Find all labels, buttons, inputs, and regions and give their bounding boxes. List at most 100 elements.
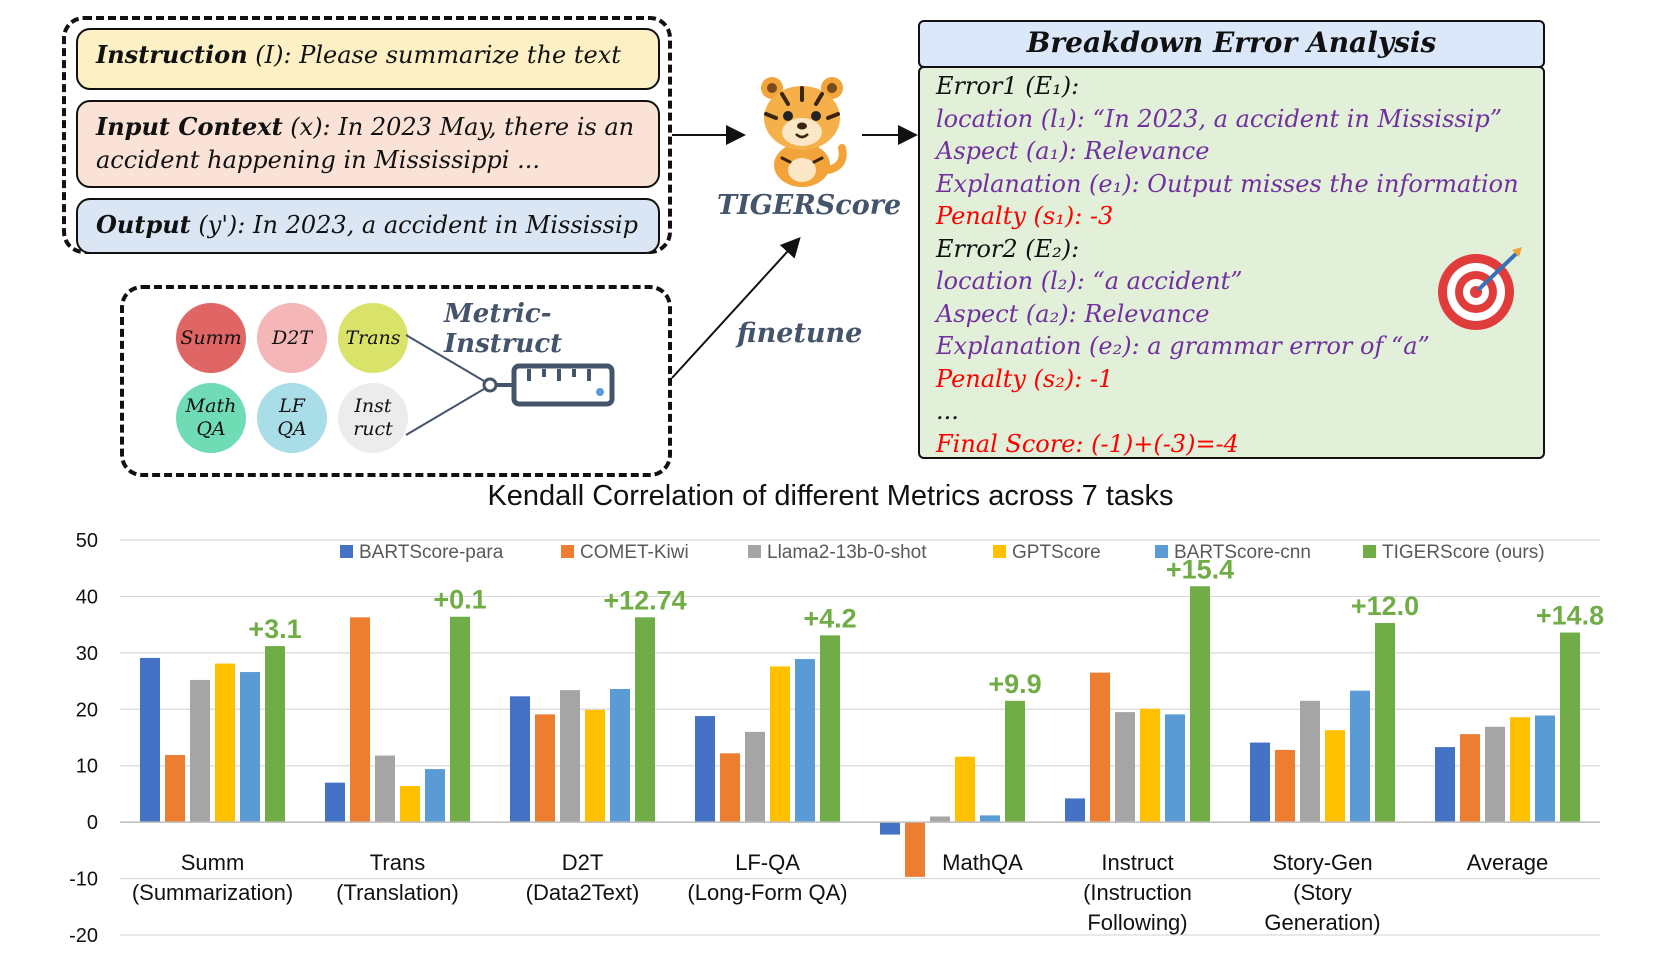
category-label: (Long-Form QA): [687, 880, 847, 905]
metric-instruct-group: Summ D2T Trans Math QA LF QA Inst ruct M…: [120, 285, 672, 477]
context-text-1: In 2023 May, there is an: [338, 113, 635, 141]
y-tick-label: 40: [76, 586, 98, 608]
output-label: Output: [96, 210, 191, 239]
improvement-label: +0.1: [433, 585, 486, 615]
task-circle-mathqa: Math QA: [176, 383, 246, 453]
context-var: (x):: [290, 113, 331, 141]
model-label: TIGERScore: [717, 190, 902, 221]
bar: [165, 754, 185, 823]
bar: [635, 617, 655, 823]
output-var: (y'):: [198, 211, 246, 239]
flow-arrows: [671, 125, 918, 379]
instruction-box: Instruction (I): Please summarize the te…: [76, 28, 660, 90]
bar: [980, 815, 1000, 823]
bar: [1250, 742, 1270, 823]
bar: [1535, 715, 1555, 823]
bar: [695, 716, 715, 823]
bar: [585, 709, 605, 823]
bar: [1115, 712, 1135, 823]
improvement-label: +14.8: [1536, 601, 1604, 631]
bar: [1510, 717, 1530, 823]
legend-label: COMET-Kiwi: [580, 542, 689, 563]
improvement-label: +9.9: [988, 669, 1041, 699]
instruction-label: Instruction: [96, 40, 248, 69]
bar: [1375, 622, 1395, 823]
category-label: Instruct: [1101, 850, 1173, 875]
breakdown-line: Penalty (s₁): -3: [936, 202, 1114, 230]
bar: [1350, 690, 1370, 823]
output-text: In 2023, a accident in Mississip: [253, 211, 639, 239]
output-box: Output (y'): In 2023, a accident in Miss…: [76, 198, 660, 254]
bar: [265, 646, 285, 823]
metric-instruct-title: Metric-Instruct: [444, 299, 563, 359]
category-label: Following): [1087, 910, 1187, 935]
breakdown-line: location (l₁): “In 2023, a accident in M…: [936, 104, 1503, 133]
breakdown-line: Aspect (a₁): Relevance: [936, 137, 1210, 165]
bar: [745, 731, 765, 823]
bar: [1435, 747, 1455, 823]
target-icon: [1438, 247, 1522, 330]
legend-label: GPTScore: [1012, 542, 1101, 563]
legend-swatch: [993, 545, 1006, 558]
bar: [1300, 700, 1320, 823]
bar: [350, 617, 370, 823]
task-circle-trans: Trans: [338, 303, 408, 373]
breakdown-box: Error1 (E₁): location (l₁): “In 2023, a …: [918, 66, 1545, 459]
bar: [930, 816, 950, 823]
task-circle-lfqa: LF QA: [257, 383, 327, 453]
tiger-icon: [761, 77, 847, 187]
context-text-2: accident happening in Mississippi ...: [96, 146, 540, 174]
category-label: (Summarization): [132, 880, 293, 905]
category-label: (Data2Text): [526, 880, 640, 905]
input-group: Instruction (I): Please summarize the te…: [62, 16, 672, 254]
improvement-label: +15.4: [1166, 554, 1234, 584]
legend-swatch: [1155, 545, 1168, 558]
bar: [1325, 730, 1345, 823]
breakdown-line: Final Score: (-1)+(-3)=-4: [936, 429, 1239, 458]
bar: [1005, 700, 1025, 823]
bar: [1065, 798, 1085, 823]
y-tick-label: -10: [69, 869, 98, 891]
context-label: Input Context: [96, 112, 283, 141]
category-label: Average: [1467, 850, 1549, 875]
category-label: D2T: [562, 850, 604, 875]
y-tick-label: 0: [87, 812, 98, 834]
category-label: LF-QA: [735, 850, 800, 875]
bar: [240, 672, 260, 823]
improvement-label: +12.74: [603, 585, 686, 615]
bar: [190, 679, 210, 823]
bar-chart: 50 40 30 20 10 0 -10 -20 BARTScore-para COMET-Kiw…: [69, 530, 1604, 947]
y-tick-label: 10: [76, 756, 98, 778]
bar: [1460, 734, 1480, 823]
category-label: Summ: [181, 850, 245, 875]
breakdown-line: ...: [936, 397, 959, 425]
bar: [535, 714, 555, 823]
legend-label: BARTScore-para: [359, 542, 504, 563]
bar: [450, 616, 470, 823]
task-circle-instruct: Inst ruct: [338, 383, 408, 453]
legend-swatch: [340, 545, 353, 558]
bar: [425, 769, 445, 823]
bar: [880, 822, 900, 835]
breakdown-line: Explanation (e₂): a grammar error of “a”: [936, 332, 1430, 360]
bar: [1485, 726, 1505, 823]
improvement-label: +3.1: [248, 614, 301, 644]
chart-title: Kendall Correlation of different Metrics…: [487, 480, 1174, 512]
breakdown-line: Error1 (E₁):: [936, 72, 1080, 100]
category-label: (Story: [1293, 880, 1352, 905]
bar: [1090, 672, 1110, 823]
bar: [770, 666, 790, 823]
legend-swatch: [561, 545, 574, 558]
bar: [510, 696, 530, 823]
breakdown-line: Error2 (E₂):: [936, 234, 1080, 263]
y-tick-label: 20: [76, 699, 98, 721]
y-tick-label: 30: [76, 643, 98, 665]
breakdown-line: Explanation (e₁): Output misses the info…: [936, 169, 1519, 198]
improvement-label: +12.0: [1351, 591, 1419, 621]
finetune-label: finetune: [737, 318, 863, 349]
legend-label: Llama2-13b-0-shot: [767, 542, 927, 563]
instruction-var: (I):: [255, 41, 292, 69]
breakdown-line: Aspect (a₂): Relevance: [936, 299, 1210, 328]
bar: [610, 688, 630, 823]
improvement-label: +4.2: [803, 603, 856, 633]
